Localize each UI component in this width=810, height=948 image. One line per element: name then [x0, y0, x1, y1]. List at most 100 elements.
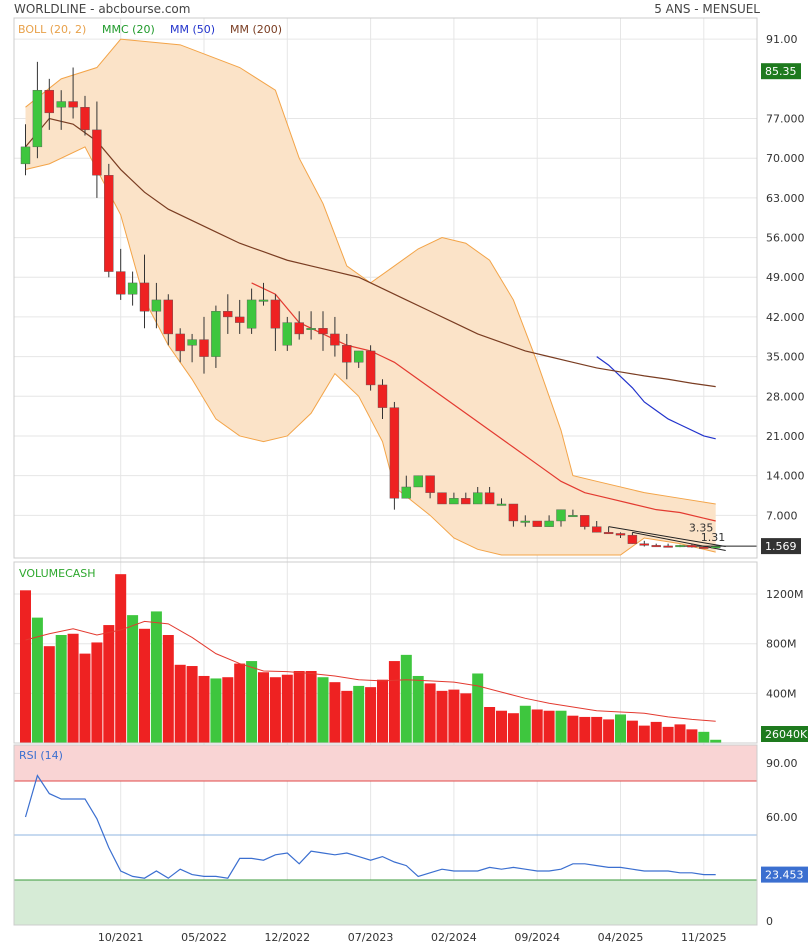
- candle: [139, 254, 150, 329]
- volume-badge: [761, 726, 808, 742]
- candle-body: [56, 101, 66, 108]
- candle: [365, 345, 376, 391]
- candle-body: [163, 299, 174, 335]
- trend-line: [608, 526, 726, 547]
- mm200-line: [25, 117, 716, 388]
- volume-bar: [555, 710, 567, 743]
- volume-bar: [317, 677, 329, 743]
- volume-bar: [567, 715, 579, 743]
- candle: [223, 294, 233, 334]
- candle-body: [615, 533, 626, 536]
- volume-bar: [591, 716, 603, 743]
- x-tick-label: 04/2025: [598, 931, 644, 944]
- volume-bar: [496, 710, 507, 743]
- volume-bar: [377, 679, 388, 743]
- candle-body: [270, 299, 281, 329]
- candle: [615, 532, 626, 538]
- candle: [437, 492, 447, 505]
- volume-bar: [246, 661, 258, 743]
- candle: [330, 316, 340, 357]
- volume-badge-text: 26040K: [765, 728, 808, 741]
- candle: [496, 498, 507, 506]
- candle-body: [342, 345, 352, 363]
- volume-tick-label: 1200M: [766, 588, 804, 601]
- candle: [532, 520, 542, 527]
- candle-body: [115, 271, 126, 295]
- candle: [711, 546, 721, 549]
- candle-body: [627, 534, 638, 544]
- x-tick-label: 11/2025: [681, 931, 727, 944]
- candle: [199, 316, 209, 374]
- chart-source-title: WORLDLINE - abcbourse.com: [14, 2, 191, 16]
- volume-bar: [43, 646, 55, 743]
- candle-body: [318, 328, 328, 335]
- price-tick-label: 14.000: [766, 470, 805, 483]
- volume-bar: [698, 731, 710, 743]
- candle-body: [401, 486, 411, 499]
- rsi-oversold-zone: [14, 880, 757, 925]
- volume-bar: [234, 663, 246, 743]
- candle-body: [377, 384, 388, 408]
- price-tick-label: 56.000: [766, 232, 805, 245]
- volume-panel-frame: [13, 561, 758, 744]
- volume-bar: [484, 707, 496, 743]
- candle-body: [330, 333, 340, 346]
- price-tick-label: 28.000: [766, 390, 805, 403]
- volume-bar: [638, 725, 650, 743]
- candle-body: [520, 520, 530, 523]
- candle: [401, 475, 411, 499]
- volume-bar: [412, 675, 424, 743]
- price-tick-label: 91.00: [766, 33, 798, 46]
- candle-body: [496, 503, 507, 506]
- trend-annotation: 1.31: [701, 531, 726, 544]
- x-tick-label: 02/2024: [431, 931, 477, 944]
- candle: [651, 543, 661, 548]
- candle-body: [32, 89, 43, 148]
- volume-bar: [710, 739, 722, 743]
- candle-body: [80, 106, 90, 131]
- volume-bar: [579, 716, 591, 743]
- volume-tick-label: 800M: [766, 638, 797, 651]
- rsi-badge: [761, 866, 808, 883]
- volume-bar: [662, 726, 674, 743]
- volume-bar: [127, 615, 139, 743]
- candle: [639, 540, 649, 547]
- candle-body: [580, 515, 590, 527]
- candle: [556, 509, 566, 527]
- price-tick-label: 42.000: [766, 311, 805, 324]
- candle-body: [20, 146, 31, 165]
- volume-bar: [20, 590, 31, 743]
- volume-bar: [424, 683, 436, 743]
- candle: [68, 67, 78, 119]
- candle: [603, 526, 614, 535]
- volume-bar: [55, 635, 67, 743]
- rsi-overbought-zone: [14, 745, 757, 781]
- volume-bar: [329, 682, 341, 743]
- candle-body: [603, 532, 614, 535]
- candle-body: [508, 503, 519, 522]
- candle: [163, 294, 174, 346]
- candle-body: [246, 299, 257, 329]
- candle-body: [413, 475, 423, 488]
- price-tick-label: 7.000: [766, 509, 798, 522]
- volume-bar: [686, 729, 698, 743]
- candle-body: [282, 322, 292, 346]
- candle: [377, 379, 388, 419]
- volume-bar: [531, 709, 543, 743]
- candle-body: [389, 407, 400, 499]
- chart-period-label: 5 ANS - MENSUEL: [654, 2, 760, 16]
- price-badge: [761, 538, 801, 555]
- candle-body: [68, 101, 78, 108]
- x-tick-label: 09/2024: [514, 931, 560, 944]
- candle-body: [175, 333, 185, 352]
- price-tick-label: 21.000: [766, 430, 805, 443]
- candle: [32, 61, 43, 159]
- candle-body: [651, 545, 661, 548]
- candle-body: [568, 515, 578, 518]
- candle: [127, 271, 138, 306]
- volume-bar: [269, 677, 281, 743]
- volume-bar: [543, 710, 555, 743]
- volume-bar: [436, 690, 448, 743]
- candle-body: [687, 545, 697, 548]
- volume-bar: [67, 633, 79, 743]
